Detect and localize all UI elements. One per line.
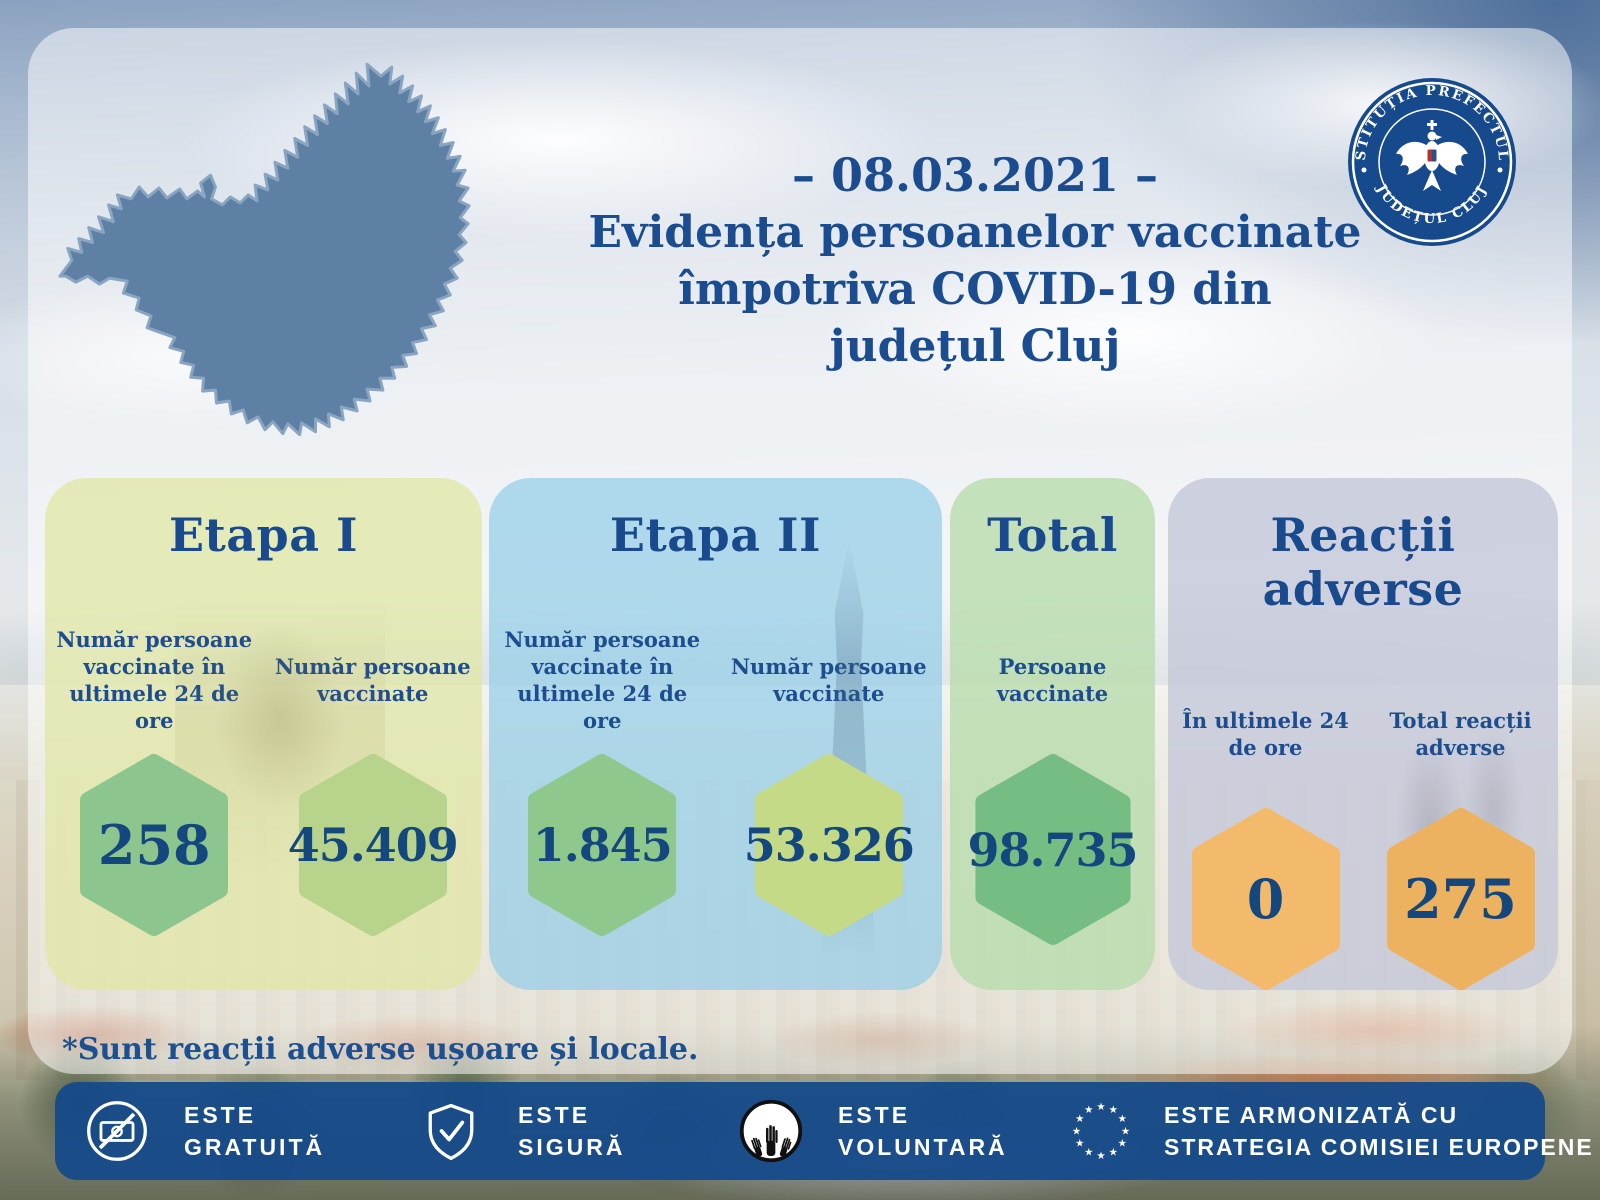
footnote: *Sunt reacții adverse ușoare și locale.: [62, 1032, 699, 1067]
panel-title: Reacții adverse: [1262, 508, 1464, 616]
svg-text:★: ★: [1118, 1113, 1127, 1125]
panel-title: Total: [987, 508, 1118, 562]
stat-value: 45.409: [287, 818, 459, 872]
svg-text:★: ★: [1096, 1101, 1105, 1113]
footer-bar: ESTE GRATUITĂ ESTE SIGURĂ: [55, 1082, 1592, 1180]
stat-hexagon: 1.845: [522, 752, 682, 938]
logo-dot: [1361, 167, 1367, 173]
stat-hexagon: 53.326: [743, 752, 915, 938]
title-line-1: Evidența persoanelor vaccinate: [588, 207, 1362, 258]
hexagon-shape: [974, 754, 1131, 945]
svg-text:★: ★: [1109, 1147, 1118, 1159]
panel-total: Total Persoane vaccinate 98.735: [950, 478, 1155, 990]
hexagon-shape: [528, 754, 677, 936]
svg-text:★: ★: [1096, 1150, 1105, 1162]
stat-value: 98.735: [967, 822, 1138, 877]
county-shape: [58, 62, 471, 437]
eagle-emblem: [1396, 120, 1468, 191]
stat-label: Total reacții adverse: [1389, 708, 1532, 760]
stat-hexagon: 98.735: [967, 752, 1139, 947]
stat-value: 1.845: [532, 818, 673, 872]
logo-inner-ring: [1378, 108, 1486, 216]
hexagon-shape: [298, 754, 447, 936]
svg-text:★: ★: [1084, 1104, 1093, 1116]
logo-outer-ring: [1351, 81, 1513, 243]
footer-item-line2: SIGURĂ: [518, 1134, 626, 1160]
title-block: – 08.03.2021 – Evidența persoanelor vacc…: [480, 146, 1470, 375]
panel-title: Etapa I: [168, 508, 359, 562]
footer-item-eu-strategy: ★ ★ ★ ★ ★ ★ ★ ★ ★ ★ ★ ★ ESTE ARMONIZATĂ CU STR…: [1068, 1082, 1594, 1180]
footer-item-line1: ESTE: [184, 1102, 257, 1128]
title-line-2: împotriva COVID-19 din: [678, 264, 1272, 315]
stat-value: 53.326: [743, 818, 915, 872]
svg-text:★: ★: [1084, 1147, 1093, 1159]
footer-item-sigura: ESTE SIGURĂ: [418, 1082, 625, 1180]
hexagon-shape: [1191, 808, 1340, 990]
svg-text:★: ★: [1109, 1104, 1118, 1116]
stat-label: Număr persoane vaccinate în ultimele 24 …: [504, 627, 701, 733]
footer-item-line2: GRATUITĂ: [184, 1134, 326, 1160]
stat-hexagon: 0: [1186, 806, 1346, 990]
shield-check-icon: [428, 1103, 474, 1160]
hexagon-shape: [1386, 808, 1535, 990]
stat-hexagon: 258: [74, 752, 234, 938]
panel-etapa-1: Etapa I Număr persoane vaccinate în ulti…: [45, 478, 482, 990]
panel-title: Etapa II: [609, 508, 822, 562]
hexagon-shape: [754, 754, 903, 936]
svg-text:★: ★: [1072, 1125, 1081, 1137]
panel-etapa-2: Etapa II Număr persoane vaccinate în ult…: [489, 478, 942, 990]
stat-label: Număr persoane vaccinate: [730, 654, 927, 706]
footer-item-line1: ESTE: [838, 1102, 911, 1128]
svg-text:★: ★: [1121, 1125, 1130, 1137]
cluj-county-map: [58, 62, 471, 437]
title-line-3: județul Cluj: [829, 321, 1121, 372]
svg-text:★: ★: [1075, 1138, 1084, 1150]
no-money-icon: [87, 1101, 147, 1161]
prefecture-logo: INSTITUȚIA PREFECTULUI JUDEȚUL CLUJ: [1344, 74, 1516, 246]
stat-value: 275: [1404, 867, 1517, 931]
stat-label: Persoane vaccinate: [996, 654, 1109, 706]
stat-value: 0: [1246, 867, 1285, 931]
logo-dot: [1497, 167, 1503, 173]
stat-hexagon: 45.409: [287, 752, 459, 938]
footer-item-line1: ESTE ARMONIZATĂ CU: [1164, 1102, 1459, 1128]
stat-label: În ultimele 24 de ore: [1182, 708, 1349, 760]
footer-item-line2: VOLUNTARĂ: [838, 1134, 1008, 1160]
stat-value: 258: [97, 813, 211, 877]
footer-item-gratuita: ESTE GRATUITĂ: [84, 1082, 325, 1180]
stat-label: Număr persoane vaccinate: [274, 654, 471, 706]
svg-text:★: ★: [1075, 1113, 1084, 1125]
raised-hands-icon: [739, 1099, 803, 1163]
report-date: – 08.03.2021 –: [791, 148, 1159, 202]
eu-stars-icon: ★ ★ ★★ ★★ ★★ ★★ ★★: [1072, 1101, 1130, 1162]
footer-item-line1: ESTE: [518, 1102, 591, 1128]
stat-label: Număr persoane vaccinate în ultimele 24 …: [56, 627, 253, 733]
hexagon-shape: [80, 754, 229, 936]
footer-item-voluntara: ESTE VOLUNTARĂ: [738, 1082, 1008, 1180]
svg-text:★: ★: [1118, 1138, 1127, 1150]
footer-item-line2: STRATEGIA COMISIEI EUROPENE: [1164, 1134, 1594, 1160]
panel-reactii-adverse: Reacții adverse În ultimele 24 de ore To…: [1168, 478, 1558, 990]
stat-hexagon: 275: [1381, 806, 1541, 990]
